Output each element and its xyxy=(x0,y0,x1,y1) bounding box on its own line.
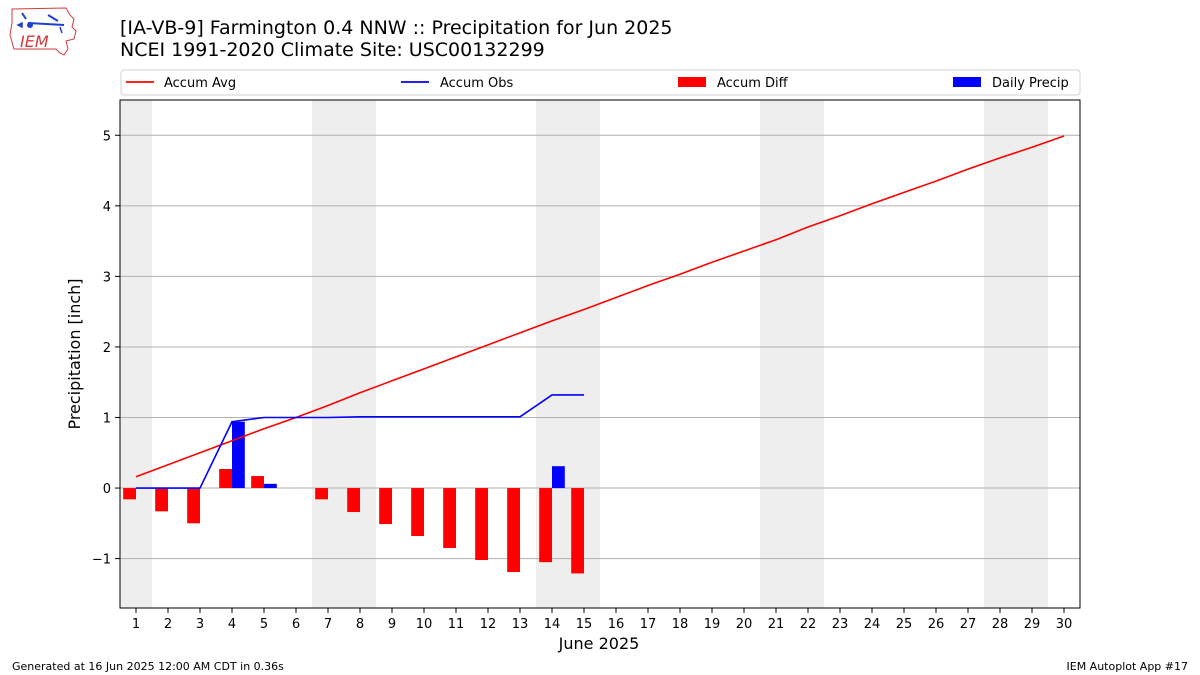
accum-obs-line xyxy=(136,394,584,489)
daily-precip-bar xyxy=(264,483,277,489)
line-series xyxy=(135,135,1065,489)
accum-diff-bar xyxy=(155,488,168,512)
gridlines xyxy=(120,134,1080,560)
x-tick-label: 8 xyxy=(356,617,364,632)
app-credit: IEM Autoplot App #17 xyxy=(1066,660,1189,673)
accum-diff-bar xyxy=(123,488,136,500)
y-tick-label: 3 xyxy=(103,270,111,285)
legend-label: Accum Obs xyxy=(440,76,513,91)
x-tick-label: 6 xyxy=(292,617,300,632)
y-axis-label: Precipitation [inch] xyxy=(65,278,84,429)
accum-diff-bar xyxy=(219,469,232,489)
y-tick-label: 0 xyxy=(103,482,111,497)
accum-diff-bar xyxy=(411,488,424,537)
x-tick-label: 3 xyxy=(196,617,204,632)
legend-label: Accum Diff xyxy=(717,76,789,91)
y-tick-label: 4 xyxy=(103,200,111,215)
legend: Accum Avg Accum Obs Accum Diff Daily Precip xyxy=(120,69,1081,96)
x-tick-label: 16 xyxy=(608,617,625,632)
y-axis-ticks: −1 0 1 2 3 4 5 xyxy=(92,129,120,568)
accum-diff-bar xyxy=(187,488,200,524)
x-tick-label: 4 xyxy=(228,617,236,632)
plot-frame xyxy=(119,99,1081,609)
daily-precip-bar xyxy=(552,466,565,489)
x-axis-label: June 2025 xyxy=(558,634,640,653)
x-tick-label: 26 xyxy=(928,617,945,632)
weekend-band xyxy=(760,100,824,608)
y-tick-label: −1 xyxy=(92,553,111,568)
legend-box xyxy=(120,69,1081,96)
accum-diff-bar xyxy=(315,488,328,500)
chart-title-line2: NCEI 1991-2020 Climate Site: USC00132299 xyxy=(120,39,545,61)
x-tick-label: 23 xyxy=(832,617,849,632)
x-tick-label: 15 xyxy=(576,617,593,632)
x-tick-label: 24 xyxy=(864,617,881,632)
accum-diff-bar xyxy=(507,488,520,573)
x-tick-label: 22 xyxy=(800,617,817,632)
x-tick-label: 28 xyxy=(992,617,1009,632)
x-tick-label: 25 xyxy=(896,617,913,632)
x-tick-label: 21 xyxy=(768,617,785,632)
bar-series xyxy=(123,421,584,574)
accum-diff-bar xyxy=(539,488,552,563)
x-tick-label: 14 xyxy=(544,617,561,632)
x-tick-label: 11 xyxy=(448,617,465,632)
legend-label: Accum Avg xyxy=(164,76,236,91)
accum-diff-bar xyxy=(475,488,488,561)
weekend-band xyxy=(984,100,1048,608)
y-tick-label: 5 xyxy=(103,129,111,144)
x-tick-label: 2 xyxy=(164,617,172,632)
x-tick-label: 1 xyxy=(132,617,140,632)
generated-timestamp: Generated at 16 Jun 2025 12:00 AM CDT in… xyxy=(12,660,284,673)
x-tick-label: 9 xyxy=(388,617,396,632)
x-tick-label: 20 xyxy=(736,617,753,632)
legend-swatch-bar xyxy=(953,77,981,87)
x-tick-label: 13 xyxy=(512,617,529,632)
x-tick-label: 12 xyxy=(480,617,497,632)
weekend-band xyxy=(120,100,152,608)
accum-diff-bar xyxy=(571,488,584,574)
x-tick-label: 17 xyxy=(640,617,657,632)
y-tick-label: 1 xyxy=(103,412,111,427)
legend-swatch-bar xyxy=(678,77,706,87)
accum-avg-line xyxy=(135,135,1065,478)
x-tick-label: 18 xyxy=(672,617,689,632)
x-tick-label: 29 xyxy=(1024,617,1041,632)
chart-title-line1: [IA-VB-9] Farmington 0.4 NNW :: Precipit… xyxy=(120,17,673,39)
x-tick-label: 5 xyxy=(260,617,268,632)
x-tick-label: 30 xyxy=(1056,617,1073,632)
accum-diff-bar xyxy=(379,488,392,525)
accum-diff-bar xyxy=(347,488,360,513)
weekend-band xyxy=(312,100,376,608)
weekend-bands xyxy=(120,100,1048,608)
x-axis-ticks: 1 2 3 4 5 6 7 8 9 10 11 12 13 14 15 16 17 18 19 20 21 22 23 24 2… xyxy=(132,608,1072,632)
y-tick-label: 2 xyxy=(103,341,111,356)
accum-diff-bar xyxy=(251,476,264,489)
x-tick-label: 19 xyxy=(704,617,721,632)
legend-label: Daily Precip xyxy=(992,76,1069,91)
x-tick-label: 10 xyxy=(416,617,433,632)
x-tick-label: 27 xyxy=(960,617,977,632)
daily-precip-bar xyxy=(232,421,245,489)
accum-diff-bar xyxy=(443,488,456,549)
logo-text: IEM xyxy=(20,32,49,51)
iem-logo: IEM xyxy=(9,7,77,56)
x-tick-label: 7 xyxy=(324,617,332,632)
